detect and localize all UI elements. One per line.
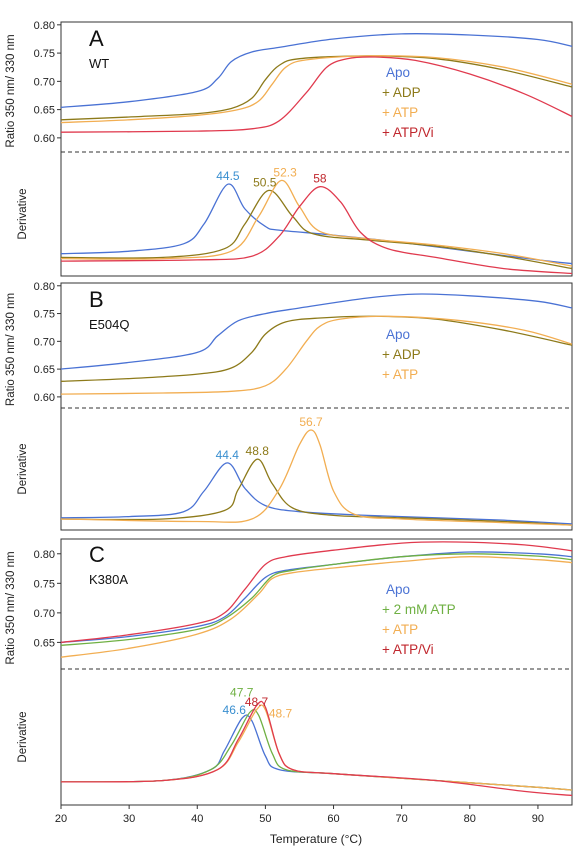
peak-label: 44.5 bbox=[216, 169, 240, 183]
series-adp bbox=[60, 55, 573, 270]
peak-label: 46.6 bbox=[223, 703, 247, 717]
x-tick-label: 20 bbox=[55, 813, 67, 825]
derivative-axis-label: Derivative bbox=[17, 711, 29, 762]
x-axis: 20 30 40 50 60 70 80 90 bbox=[55, 805, 544, 825]
ratio-axis-label: Ratio 350 nm/ 330 nm bbox=[5, 293, 17, 406]
panel-frame bbox=[60, 21, 573, 277]
ratio-line bbox=[60, 55, 573, 121]
panel-letter: C bbox=[89, 542, 105, 567]
derivative-axis-label: Derivative bbox=[17, 443, 29, 494]
legend-entry: + ADP bbox=[382, 347, 421, 362]
ratio-line bbox=[60, 556, 573, 658]
derivative-line bbox=[60, 429, 573, 526]
derivative-line bbox=[60, 704, 573, 791]
y-tick-label: 0.60 bbox=[34, 392, 55, 404]
x-tick-label: 70 bbox=[396, 813, 408, 825]
y-tick-label: 0.75 bbox=[34, 578, 55, 590]
legend-entry: + ATP bbox=[382, 367, 418, 382]
series-atp-vi bbox=[60, 541, 573, 797]
y-tick-label: 0.75 bbox=[34, 48, 55, 60]
series-2-mm-atp bbox=[60, 553, 573, 791]
y-tick-label: 0.65 bbox=[34, 637, 55, 649]
y-tick-label: 0.65 bbox=[34, 364, 55, 376]
ratio-line bbox=[60, 551, 573, 644]
derivative-line bbox=[60, 458, 573, 526]
x-tick-label: 50 bbox=[259, 813, 271, 825]
derivative-line bbox=[60, 714, 573, 791]
legend-entry: Apo bbox=[386, 327, 410, 342]
series-atp bbox=[60, 556, 573, 791]
panel-letter: B bbox=[89, 287, 104, 312]
derivative-line bbox=[60, 179, 573, 267]
legend-entry: + 2 mM ATP bbox=[382, 602, 456, 617]
peak-label: 44.4 bbox=[216, 448, 240, 462]
series-atp bbox=[60, 315, 573, 526]
x-tick-label: 90 bbox=[532, 813, 544, 825]
x-tick-label: 80 bbox=[464, 813, 476, 825]
legend-entry: Apo bbox=[386, 582, 410, 597]
sample-label: E504Q bbox=[89, 317, 129, 332]
peak-label: 50.5 bbox=[253, 175, 277, 189]
x-tick-label: 30 bbox=[123, 813, 135, 825]
legend-entry: + ATP bbox=[382, 105, 418, 120]
y-tick-label: 0.80 bbox=[34, 20, 55, 32]
x-tick-label: 60 bbox=[327, 813, 339, 825]
panel-c: 0.80 0.75 0.70 0.65 Ratio 350 nm/ 330 nm Deri… bbox=[5, 538, 573, 806]
series-adp bbox=[60, 315, 573, 526]
panel-b: 0.80 0.75 0.70 0.65 0.60 Ratio 350 nm/ 330 nm… bbox=[5, 281, 573, 531]
peak-label: 48.7 bbox=[245, 695, 269, 709]
legend-entry: Apo bbox=[386, 65, 410, 80]
peak-label: 48.7 bbox=[269, 707, 293, 721]
legend-entry: + ATP bbox=[382, 622, 418, 637]
legend-entry: + ATP/Vi bbox=[382, 642, 434, 657]
peak-label: 56.7 bbox=[299, 415, 323, 429]
ratio-axis-label: Ratio 350 nm/ 330 nm bbox=[5, 34, 17, 147]
y-tick-label: 0.80 bbox=[34, 281, 55, 293]
ratio-line bbox=[60, 33, 573, 108]
series-apo bbox=[60, 293, 573, 525]
ratio-line bbox=[60, 56, 573, 133]
sample-label: WT bbox=[89, 56, 109, 71]
panel-letter: A bbox=[89, 26, 104, 51]
ratio-line bbox=[60, 315, 573, 395]
ratio-line bbox=[60, 553, 573, 647]
y-tick-label: 0.60 bbox=[34, 133, 55, 145]
panel-frame bbox=[60, 282, 573, 531]
derivative-axis-label: Derivative bbox=[17, 188, 29, 239]
y-tick-label: 0.65 bbox=[34, 105, 55, 117]
y-tick-label: 0.80 bbox=[34, 549, 55, 561]
peak-label: 58 bbox=[313, 172, 327, 186]
legend-entry: + ATP/Vi bbox=[382, 125, 434, 140]
derivative-line bbox=[60, 708, 573, 791]
sample-label: K380A bbox=[89, 572, 128, 587]
y-tick-label: 0.70 bbox=[34, 608, 55, 620]
derivative-line bbox=[60, 462, 573, 525]
ratio-axis-label: Ratio 350 nm/ 330 nm bbox=[5, 551, 17, 664]
ratio-line bbox=[60, 293, 573, 370]
derivative-line bbox=[60, 183, 573, 265]
legend: Apo + 2 mM ATP + ATP + ATP/Vi bbox=[382, 582, 456, 657]
derivative-line bbox=[60, 186, 573, 275]
derivative-line bbox=[60, 700, 573, 797]
ratio-line bbox=[60, 55, 573, 124]
peak-label: 47.7 bbox=[230, 686, 254, 700]
legend-entry: + ADP bbox=[382, 85, 421, 100]
ratio-line bbox=[60, 315, 573, 382]
ratio-line bbox=[60, 541, 573, 644]
y-tick-label: 0.70 bbox=[34, 336, 55, 348]
panel-frame bbox=[60, 538, 573, 806]
x-tick-label: 40 bbox=[191, 813, 203, 825]
panel-a: 0.80 0.75 0.70 0.65 0.60 Ratio 350 nm/ 330 nm… bbox=[5, 20, 573, 277]
legend: Apo + ADP + ATP bbox=[382, 327, 421, 382]
legend: Apo + ADP + ATP + ATP/Vi bbox=[382, 65, 434, 140]
x-axis-label: Temperature (°C) bbox=[270, 832, 362, 846]
series-apo bbox=[60, 551, 573, 791]
peak-label: 48.8 bbox=[246, 444, 270, 458]
y-tick-label: 0.75 bbox=[34, 309, 55, 321]
peak-label: 52.3 bbox=[273, 166, 297, 180]
y-tick-label: 0.70 bbox=[34, 76, 55, 88]
series-atp-vi bbox=[60, 56, 573, 275]
